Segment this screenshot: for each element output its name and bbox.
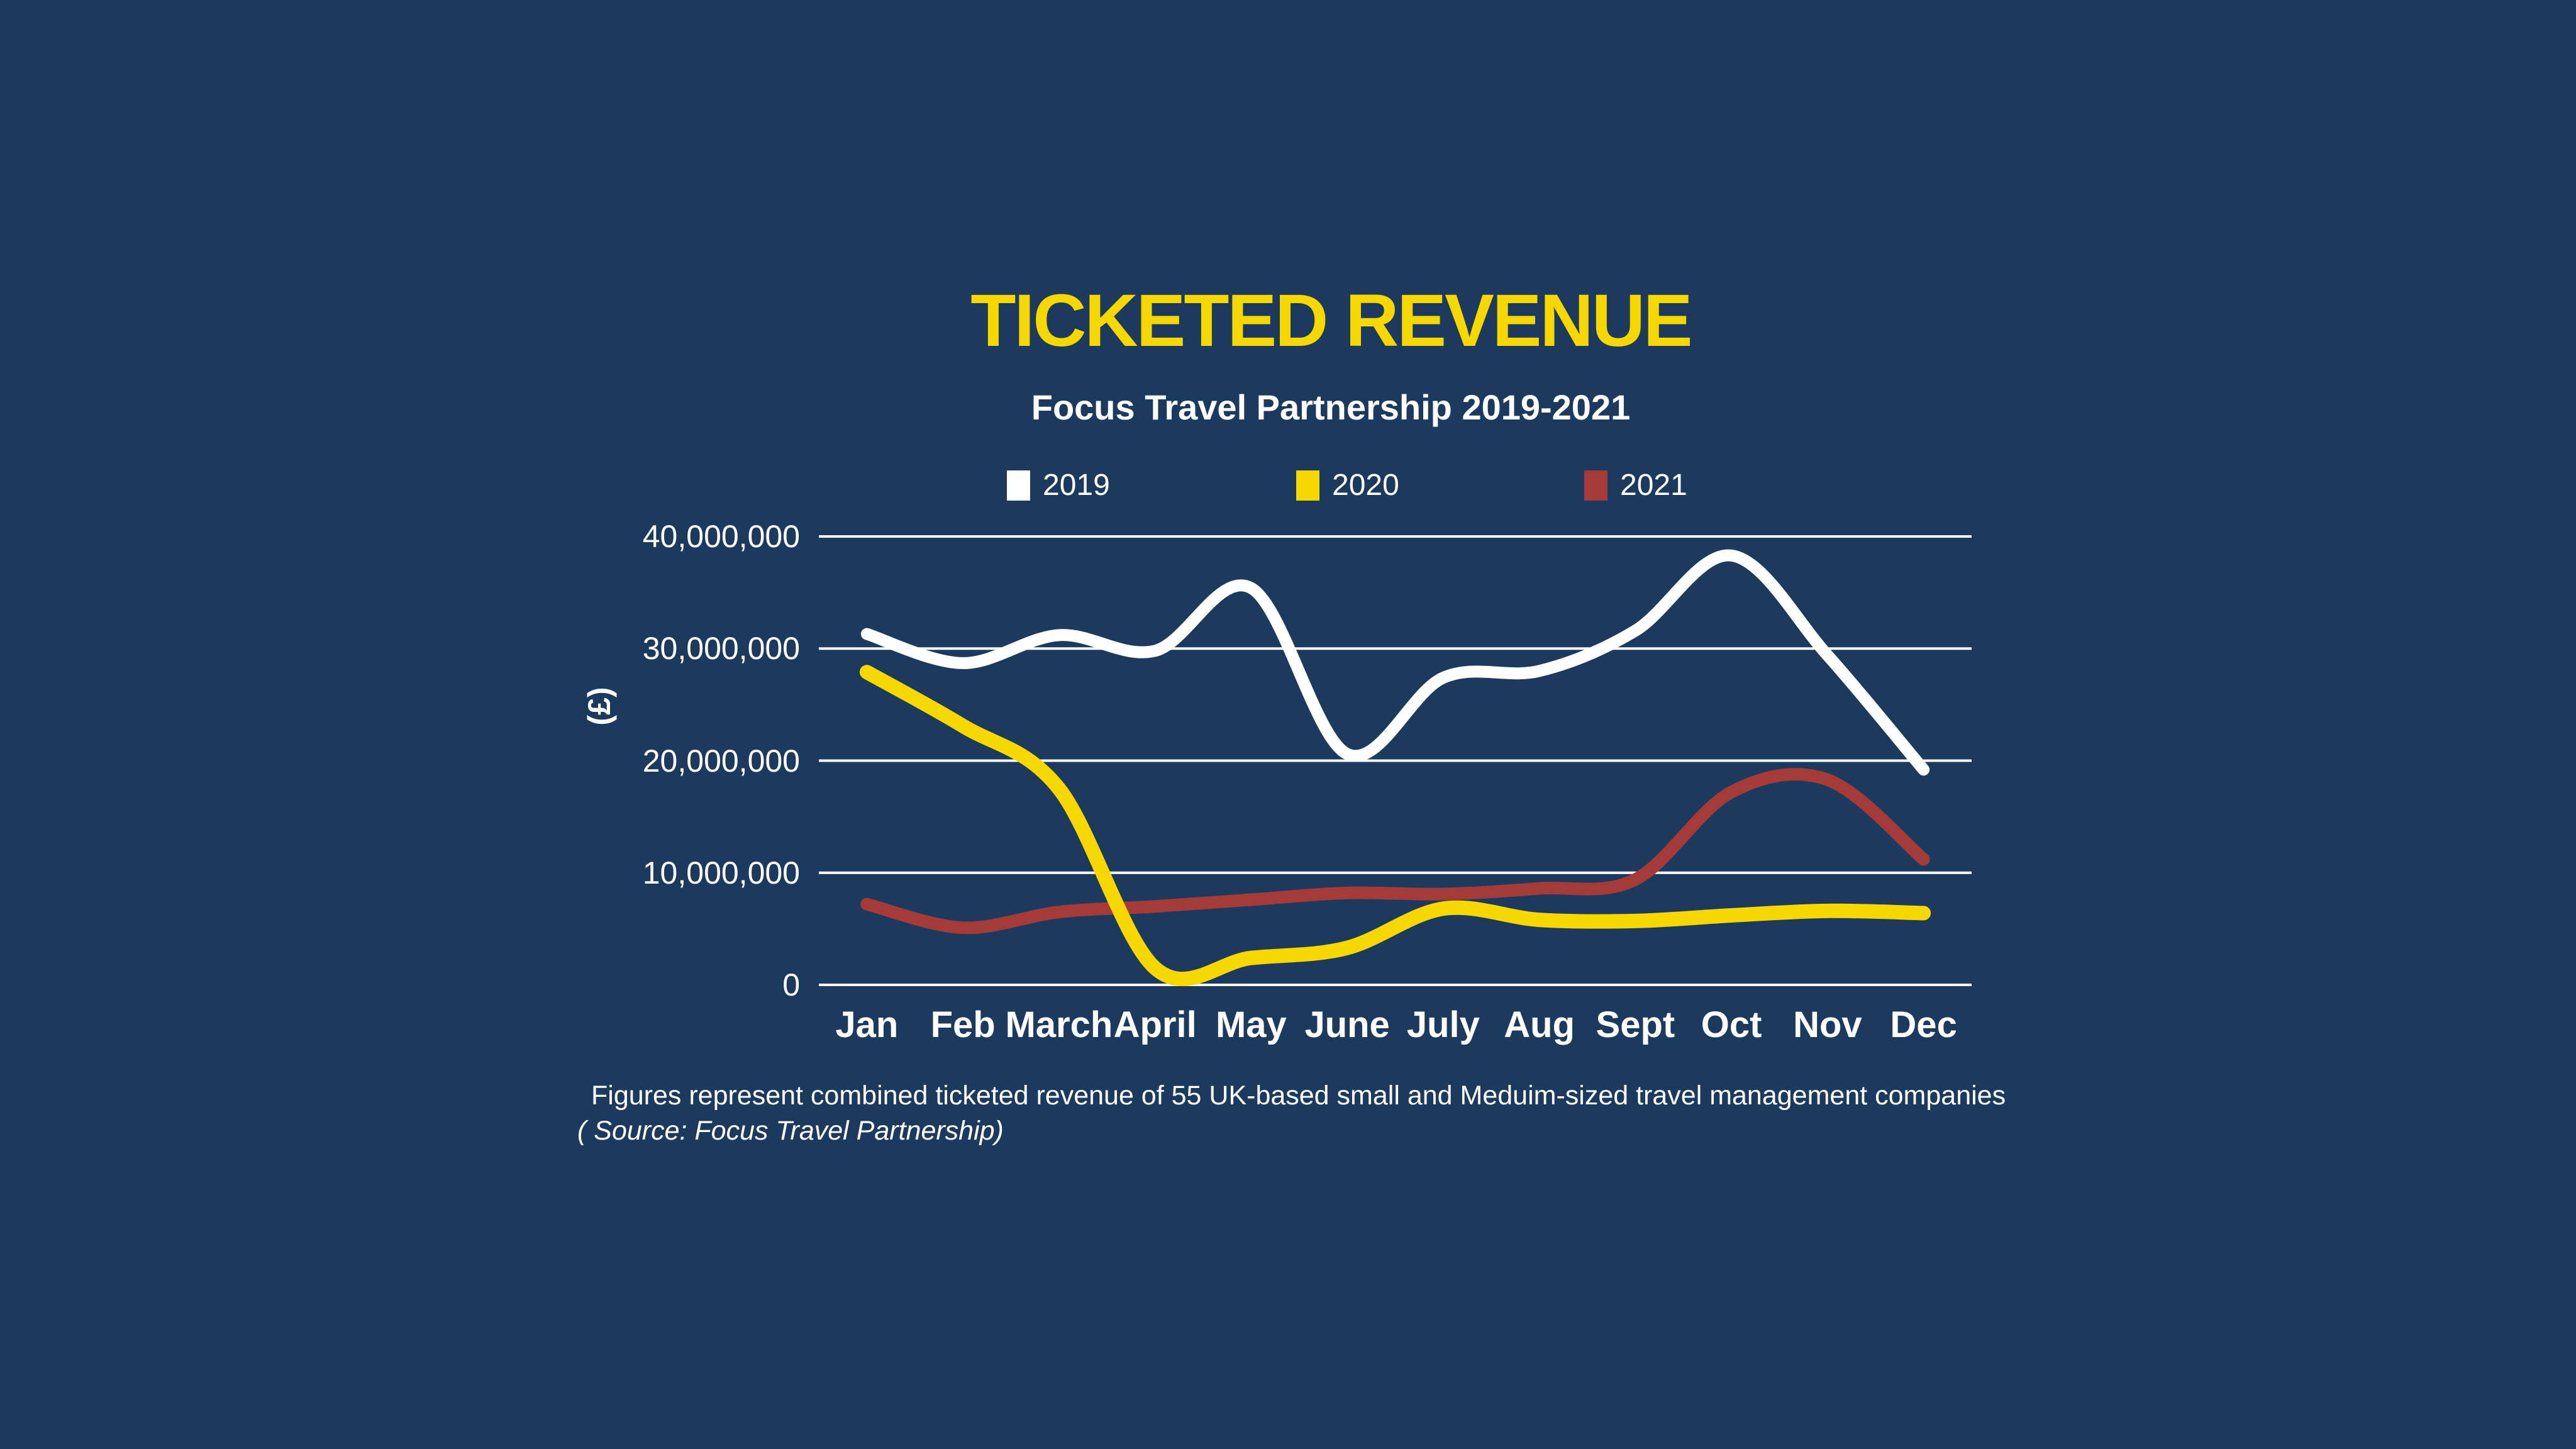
x-tick-label-june: June xyxy=(1304,1004,1390,1045)
x-tick-label-dec: Dec xyxy=(1890,1004,1957,1045)
legend-label-2021: 2021 xyxy=(1620,469,1687,502)
x-tick-label-feb: Feb xyxy=(930,1004,996,1045)
legend-item-2021: 2021 xyxy=(1584,469,1687,502)
series-line-2020 xyxy=(859,665,1931,987)
footnote-source: ( Source: Focus Travel Partnership) xyxy=(577,1116,1004,1146)
page-subtitle: Focus Travel Partnership 2019-2021 xyxy=(1031,387,1631,427)
y-tick-label-40000000: 40,000,000 xyxy=(642,519,800,554)
x-tick-label-jan: Jan xyxy=(835,1004,899,1045)
y-tick-label-0: 0 xyxy=(782,967,800,1002)
legend-swatch-2021 xyxy=(1584,470,1607,501)
x-tick-label-oct: Oct xyxy=(1701,1004,1762,1045)
x-tick-label-april: April xyxy=(1113,1004,1197,1045)
x-tick-label-may: May xyxy=(1215,1004,1287,1045)
legend-label-2019: 2019 xyxy=(1043,469,1110,502)
x-tick-label-sept: Sept xyxy=(1596,1004,1675,1045)
y-tick-label-10000000: 10,000,000 xyxy=(642,855,800,891)
x-tick-label-aug: Aug xyxy=(1504,1004,1575,1045)
legend-item-2019: 2019 xyxy=(1007,469,1110,502)
legend-swatch-2020 xyxy=(1296,470,1319,501)
y-tick-label-20000000: 20,000,000 xyxy=(642,743,800,779)
x-tick-label-nov: Nov xyxy=(1793,1004,1862,1045)
legend-item-2020: 2020 xyxy=(1296,469,1399,502)
series-line-2019 xyxy=(860,549,1930,776)
y-tick-label-30000000: 30,000,000 xyxy=(642,631,800,667)
footnote-description: Figures represent combined ticketed reve… xyxy=(591,1080,2006,1111)
x-tick-label-july: July xyxy=(1406,1004,1480,1045)
page-title: TICKETED REVENUE xyxy=(970,279,1692,362)
legend-label-2020: 2020 xyxy=(1332,469,1399,502)
series-line-2021 xyxy=(860,768,1930,935)
legend-swatch-2019 xyxy=(1007,470,1030,501)
x-tick-label-march: March xyxy=(1005,1004,1113,1045)
